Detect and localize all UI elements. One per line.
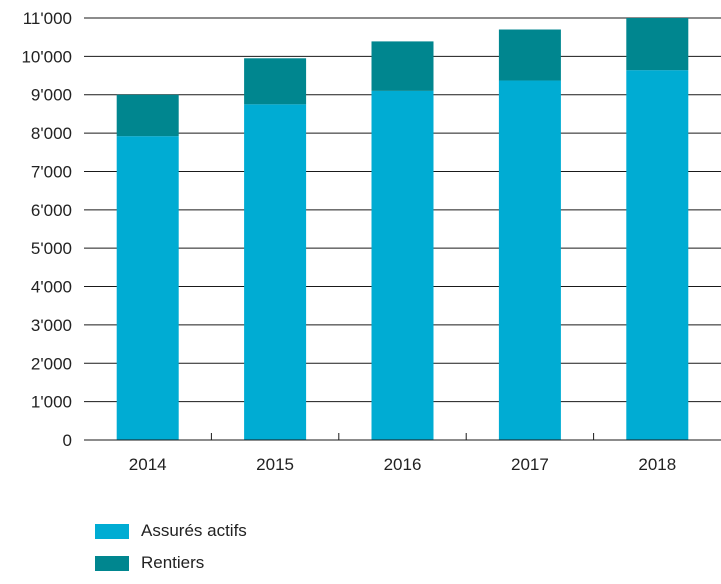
bar-rentiers-2014	[116, 94, 179, 137]
x-tick-label: 2017	[511, 455, 549, 474]
bar-rentiers-2016	[371, 41, 434, 91]
axes	[84, 433, 721, 441]
y-tick-label: 10'000	[21, 47, 72, 66]
bar-rentiers-2017	[498, 29, 561, 81]
y-tick-label: 5'000	[31, 239, 72, 258]
legend-item-assures-actifs: Assurés actifs	[95, 520, 247, 542]
bar-assures-actifs-2017	[498, 80, 561, 441]
legend-label-assures-actifs: Assurés actifs	[141, 521, 247, 540]
y-axis-tick-labels: 0 1'000 2'000 3'000 4'000 5'000 6'000 7'000 8'00…	[21, 9, 72, 450]
y-tick-label: 8'000	[31, 124, 72, 143]
x-tick-label: 2015	[256, 455, 294, 474]
bar-assures-actifs-2014	[116, 136, 179, 440]
legend-item-rentiers: Rentiers	[95, 552, 247, 574]
y-tick-label: 2'000	[31, 354, 72, 373]
y-tick-label: 0	[63, 431, 72, 450]
legend-swatch-assures-actifs	[95, 523, 129, 539]
bars	[116, 18, 689, 441]
stacked-bar-chart: 0 1'000 2'000 3'000 4'000 5'000 6'000 7'000 8'00…	[21, 9, 721, 474]
y-tick-label: 3'000	[31, 316, 72, 335]
x-tick-label: 2016	[384, 455, 422, 474]
y-tick-label: 11'000	[23, 9, 72, 28]
y-tick-label: 1'000	[31, 393, 72, 412]
legend-label-rentiers: Rentiers	[141, 553, 205, 572]
bar-assures-actifs-2016	[371, 90, 434, 441]
y-tick-label: 4'000	[31, 278, 72, 297]
x-tick-label: 2014	[129, 455, 167, 474]
bar-rentiers-2018	[626, 18, 689, 71]
x-axis-tick-labels: 2014 2015 2016 2017 2018	[129, 455, 676, 474]
y-tick-label: 9'000	[31, 86, 72, 105]
bar-assures-actifs-2018	[626, 70, 689, 440]
y-tick-label: 6'000	[31, 201, 72, 220]
legend: Assurés actifs Rentiers	[95, 520, 247, 584]
x-tick-label: 2018	[638, 455, 676, 474]
legend-swatch-rentiers	[95, 555, 129, 571]
bar-rentiers-2015	[244, 58, 307, 105]
y-tick-label: 7'000	[31, 162, 72, 181]
bar-assures-actifs-2015	[244, 104, 307, 441]
